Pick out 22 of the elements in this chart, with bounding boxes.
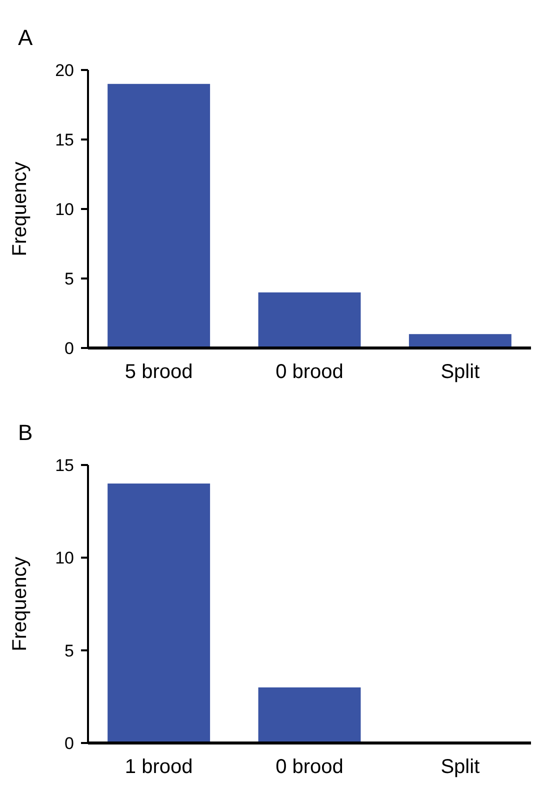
bar	[408, 334, 512, 348]
y-axis-title: Frequency	[9, 162, 31, 256]
y-tick-label: 15	[55, 130, 74, 150]
y-tick-label: 10	[55, 548, 74, 568]
y-tick-label: 10	[55, 200, 74, 219]
y-tick-label: 5	[64, 641, 74, 660]
y-tick-label: 0	[64, 338, 74, 358]
x-tick-label: 0 brood	[276, 361, 344, 383]
y-tick-label: 0	[64, 734, 74, 753]
y-tick-label: 15	[55, 456, 74, 475]
bar	[108, 84, 210, 348]
x-tick-label: 0 brood	[276, 756, 344, 778]
x-tick-label: 1 brood	[124, 756, 193, 778]
chart-title: B	[18, 420, 33, 445]
bar	[258, 292, 361, 348]
x-tick-label: 5 brood	[124, 361, 193, 383]
y-tick-label: 5	[64, 269, 74, 288]
y-axis-title: Frequency	[9, 556, 31, 652]
chart-title: A	[18, 25, 33, 50]
x-tick-label: Split	[440, 756, 480, 778]
y-tick-label: 20	[55, 60, 74, 80]
x-tick-label: Split	[440, 361, 480, 383]
